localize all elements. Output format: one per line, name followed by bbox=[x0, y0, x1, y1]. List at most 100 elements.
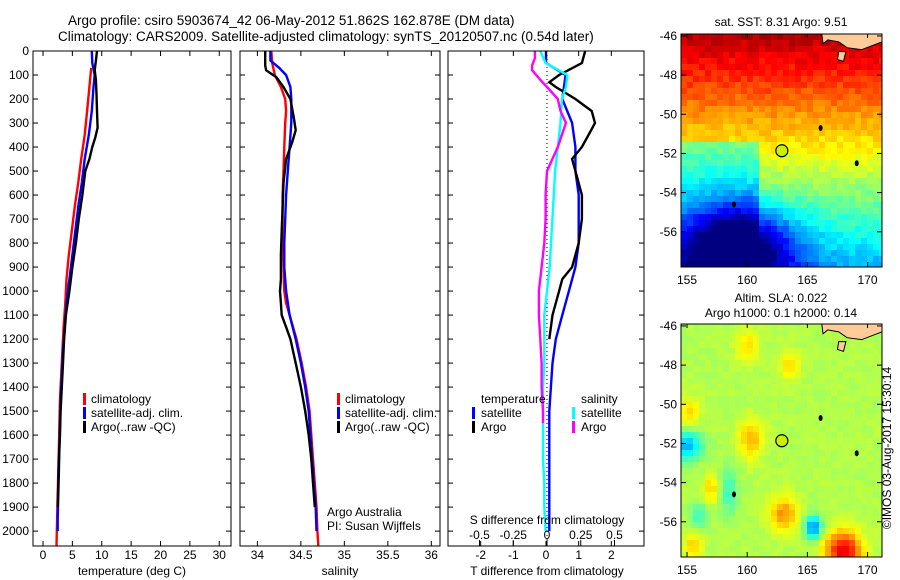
x-tick-label: 35.5 bbox=[376, 548, 400, 562]
heatmap-cell bbox=[753, 100, 759, 106]
heatmap-cell bbox=[867, 354, 873, 360]
heatmap-cell bbox=[759, 498, 765, 504]
heatmap-cell bbox=[681, 118, 687, 124]
heatmap-cell bbox=[789, 474, 795, 480]
heatmap-cell bbox=[765, 64, 771, 70]
heatmap-cell bbox=[693, 462, 699, 468]
heatmap-cell bbox=[837, 462, 843, 468]
heatmap-cell bbox=[831, 262, 837, 267]
heatmap-cell bbox=[831, 118, 837, 124]
heatmap-cell bbox=[801, 450, 807, 456]
heatmap-cell bbox=[861, 52, 867, 58]
heatmap-cell bbox=[825, 46, 831, 52]
heatmap-cell bbox=[759, 426, 765, 432]
heatmap-cell bbox=[819, 510, 825, 516]
heatmap-cell bbox=[807, 522, 813, 528]
heatmap-cell bbox=[813, 130, 819, 136]
heatmap-cell bbox=[849, 498, 855, 504]
heatmap-cell bbox=[735, 510, 741, 516]
heatmap-cell bbox=[837, 160, 843, 166]
heatmap-cell bbox=[759, 390, 765, 396]
heatmap-cell bbox=[807, 238, 813, 244]
heatmap-cell bbox=[723, 220, 729, 226]
heatmap-cell bbox=[753, 510, 759, 516]
heatmap-cell bbox=[879, 390, 882, 396]
heatmap-cell bbox=[741, 250, 747, 256]
heatmap-cell bbox=[711, 552, 717, 557]
heatmap-cell bbox=[867, 492, 873, 498]
heatmap-cell bbox=[681, 220, 687, 226]
heatmap-cell bbox=[723, 390, 729, 396]
heatmap-cell bbox=[681, 40, 687, 46]
heatmap-cell bbox=[807, 208, 813, 214]
heatmap-cell bbox=[849, 384, 855, 390]
heatmap-cell bbox=[687, 40, 693, 46]
heatmap-cell bbox=[873, 516, 879, 522]
heatmap-cell bbox=[813, 256, 819, 262]
heatmap-cell bbox=[801, 486, 807, 492]
heatmap-cell bbox=[831, 88, 837, 94]
heatmap-cell bbox=[711, 82, 717, 88]
heatmap-cell bbox=[879, 342, 882, 348]
heatmap-cell bbox=[843, 262, 849, 267]
heatmap-cell bbox=[795, 528, 801, 534]
heatmap-cell bbox=[723, 552, 729, 557]
heatmap-cell bbox=[687, 232, 693, 238]
heatmap-cell bbox=[705, 100, 711, 106]
heatmap-cell bbox=[711, 160, 717, 166]
heatmap-cell bbox=[789, 390, 795, 396]
heatmap-cell bbox=[723, 256, 729, 262]
heatmap-cell bbox=[735, 76, 741, 82]
heatmap-cell bbox=[759, 70, 765, 76]
heatmap-cell bbox=[831, 498, 837, 504]
heatmap-cell bbox=[801, 342, 807, 348]
salinity-xlabel: salinity bbox=[322, 564, 359, 578]
heatmap-cell bbox=[771, 76, 777, 82]
heatmap-cell bbox=[771, 94, 777, 100]
heatmap-cell bbox=[819, 432, 825, 438]
heatmap-cell bbox=[717, 390, 723, 396]
heatmap-cell bbox=[783, 396, 789, 402]
heatmap-cell bbox=[753, 106, 759, 112]
heatmap-cell bbox=[855, 360, 861, 366]
heatmap-cell bbox=[873, 148, 879, 154]
heatmap-cell bbox=[687, 552, 693, 557]
heatmap-cell bbox=[777, 238, 783, 244]
heatmap-cell bbox=[693, 94, 699, 100]
heatmap-cell bbox=[789, 330, 795, 336]
heatmap-cell bbox=[825, 88, 831, 94]
heatmap-cell bbox=[771, 468, 777, 474]
heatmap-cell bbox=[807, 184, 813, 190]
heatmap-cell bbox=[807, 390, 813, 396]
heatmap-cell bbox=[693, 214, 699, 220]
heatmap-cell bbox=[855, 76, 861, 82]
heatmap-cell bbox=[765, 40, 771, 46]
heatmap-cell bbox=[801, 516, 807, 522]
heatmap-cell bbox=[681, 166, 687, 172]
heatmap-cell bbox=[717, 178, 723, 184]
heatmap-cell bbox=[747, 426, 753, 432]
heatmap-cell bbox=[759, 372, 765, 378]
heatmap-cell bbox=[867, 402, 873, 408]
heatmap-cell bbox=[783, 486, 789, 492]
heatmap-cell bbox=[825, 426, 831, 432]
heatmap-cell bbox=[825, 64, 831, 70]
heatmap-cell bbox=[735, 342, 741, 348]
heatmap-cell bbox=[681, 384, 687, 390]
heatmap-cell bbox=[777, 166, 783, 172]
heatmap-cell bbox=[795, 348, 801, 354]
heatmap-cell bbox=[681, 438, 687, 444]
heatmap-cell bbox=[813, 480, 819, 486]
heatmap-cell bbox=[693, 402, 699, 408]
heatmap-cell bbox=[735, 64, 741, 70]
heatmap-cell bbox=[729, 336, 735, 342]
heatmap-cell bbox=[711, 504, 717, 510]
heatmap-cell bbox=[741, 552, 747, 557]
heatmap-cell bbox=[765, 88, 771, 94]
heatmap-cell bbox=[687, 366, 693, 372]
heatmap-cell bbox=[699, 384, 705, 390]
heatmap-cell bbox=[801, 360, 807, 366]
heatmap-cell bbox=[765, 462, 771, 468]
heatmap-cell bbox=[699, 342, 705, 348]
heatmap-cell bbox=[825, 384, 831, 390]
